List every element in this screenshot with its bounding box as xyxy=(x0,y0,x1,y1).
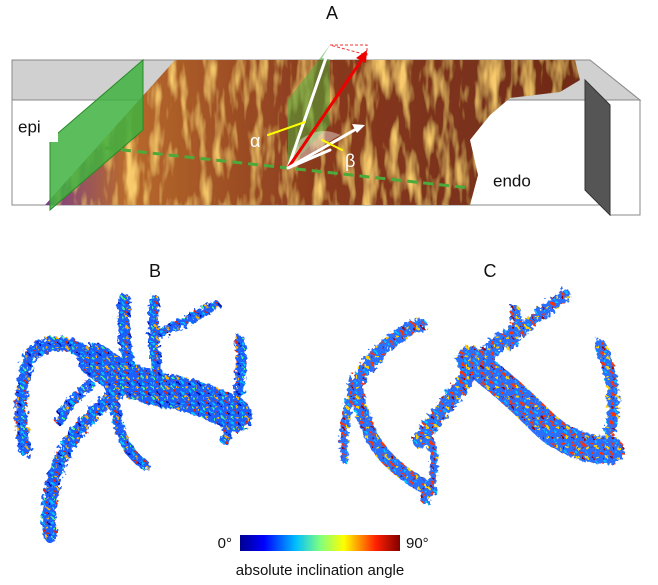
tissue-slab xyxy=(12,45,640,215)
map-b xyxy=(21,300,241,535)
colorbar-max: 90° xyxy=(406,535,429,552)
endo-label: endo xyxy=(493,171,531,190)
map-c xyxy=(344,295,614,500)
colorbar-title: absolute inclination angle xyxy=(236,562,404,579)
epi-label: epi xyxy=(18,117,41,136)
panel-label: A xyxy=(326,3,338,23)
panel-label: C xyxy=(484,261,497,281)
colorbar xyxy=(240,535,400,551)
figure: A epi endo α β B xyxy=(0,0,658,585)
beta-label: β xyxy=(345,151,355,171)
page: A epi endo α β B xyxy=(0,0,658,585)
alpha-label: α xyxy=(250,131,260,151)
colorbar-min: 0° xyxy=(218,535,232,552)
panel-label: B xyxy=(149,261,161,281)
